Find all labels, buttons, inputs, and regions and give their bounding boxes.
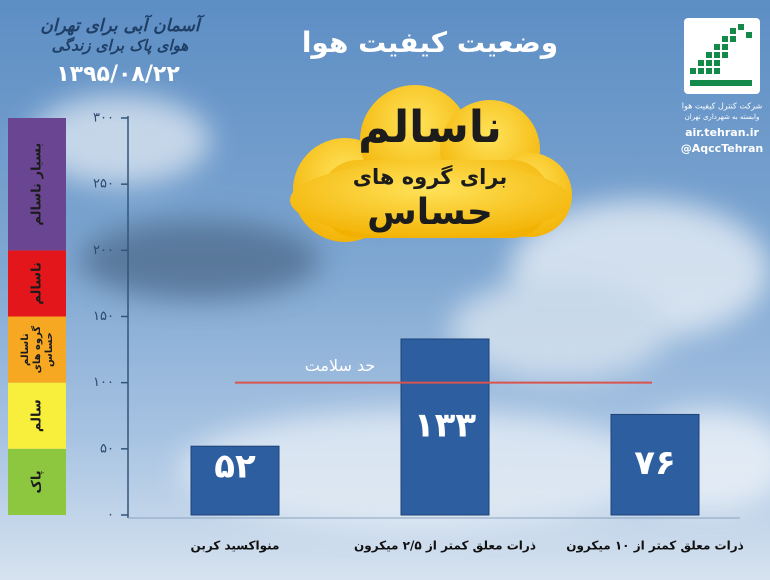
aqi-band — [8, 382, 66, 449]
y-tick-label: ۰ — [107, 508, 114, 523]
band-label: گروه های — [30, 326, 43, 374]
status-main: ناسالم — [358, 102, 502, 153]
aqi-band — [8, 250, 66, 317]
agency-handle: @AqccTehran — [681, 142, 763, 155]
agency-website: air.tehran.ir — [685, 126, 759, 139]
y-tick-label: ۱۰۰ — [93, 375, 114, 390]
agency-parent: وابسته به شهرداری تهران — [685, 113, 760, 121]
x-tick-label: ذرات معلق کمتر از ۱۰ میکرون — [566, 539, 744, 554]
y-tick-label: ۲۰۰ — [93, 243, 114, 258]
y-tick-label: ۱۵۰ — [93, 309, 114, 324]
band-label: حساس — [44, 332, 55, 367]
y-tick-label: ۲۵۰ — [93, 177, 114, 192]
agency-name: شرکت کنترل کیفیت هوا — [682, 102, 763, 111]
value-label: ۱۳۳ — [414, 405, 477, 445]
x-tick-label: منواکسید کربن — [191, 539, 280, 554]
bar — [190, 445, 280, 516]
aqi-band — [8, 448, 66, 515]
x-tick-label: ذرات معلق کمتر از ۲/۵ میکرون — [354, 539, 536, 554]
aqi-band — [8, 118, 66, 251]
chart-title: وضعیت کیفیت هوا — [302, 26, 558, 59]
band-label: پاک — [30, 470, 45, 493]
bar — [400, 338, 490, 516]
band-label: ناسالم — [20, 333, 31, 366]
value-label: ۵۲ — [214, 447, 256, 487]
logo-subtitle: هوای پاک برای زندگی — [52, 37, 189, 55]
band-label: سالم — [30, 399, 45, 432]
band-label: بسیار ناسالم — [30, 143, 45, 226]
aqi-band — [8, 316, 66, 383]
agency-logo — [684, 18, 760, 94]
status-sub: برای گروه های — [353, 164, 507, 189]
y-tick-label: ۵۰ — [100, 441, 114, 456]
value-label: ۷۶ — [634, 443, 676, 483]
status-sub: حساس — [367, 192, 493, 233]
threshold-label: حد سلامت — [305, 356, 376, 375]
status-cloud — [290, 85, 572, 242]
y-tick-label: ۳۰۰ — [93, 111, 114, 126]
band-label: ناسالم — [30, 262, 45, 305]
bar — [610, 413, 700, 516]
date: ۱۳۹۵/۰۸/۲۲ — [56, 62, 180, 87]
logo-title: آسمان آبی برای تهران — [40, 14, 204, 36]
